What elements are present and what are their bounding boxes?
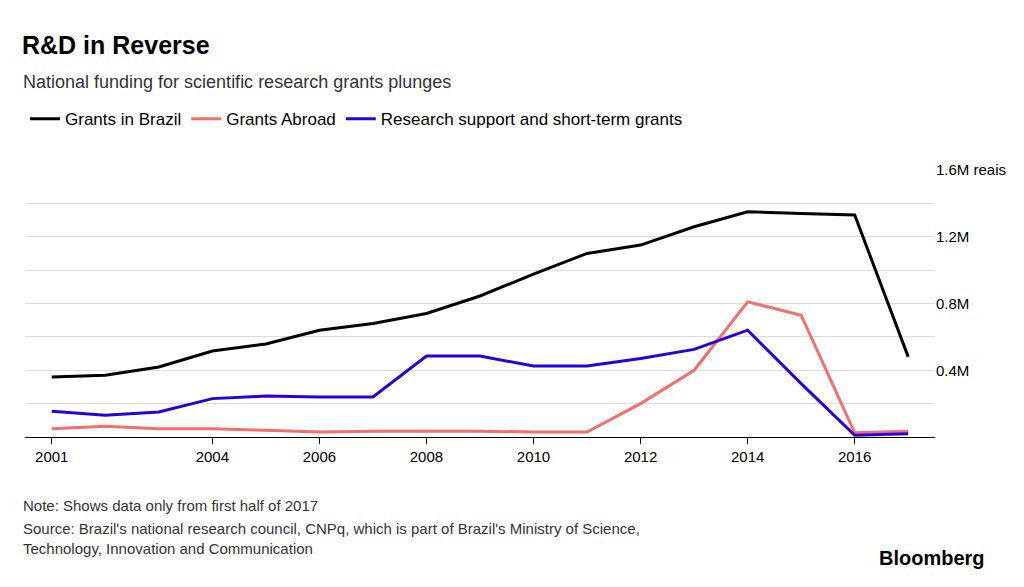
svg-text:Research support and short-ter: Research support and short-term grants <box>381 110 682 129</box>
svg-text:2004: 2004 <box>196 448 229 465</box>
svg-text:2010: 2010 <box>517 448 550 465</box>
svg-text:0.4M: 0.4M <box>936 362 969 379</box>
svg-text:Bloomberg: Bloomberg <box>879 547 985 569</box>
svg-text:National funding for scientifi: National funding for scientific research… <box>23 72 451 92</box>
svg-text:2006: 2006 <box>303 448 336 465</box>
svg-text:2014: 2014 <box>731 448 764 465</box>
svg-text:Note: Shows data only from fir: Note: Shows data only from first half of… <box>23 497 318 514</box>
svg-text:Grants in Brazil: Grants in Brazil <box>65 110 181 129</box>
svg-text:2008: 2008 <box>410 448 443 465</box>
svg-text:2016: 2016 <box>838 448 871 465</box>
svg-text:R&D in Reverse: R&D in Reverse <box>22 31 210 59</box>
svg-text:0.8M: 0.8M <box>936 295 969 312</box>
svg-text:2012: 2012 <box>624 448 657 465</box>
svg-text:2001: 2001 <box>35 448 68 465</box>
svg-text:1.2M: 1.2M <box>936 228 969 245</box>
svg-text:1.6M reais: 1.6M reais <box>936 161 1006 178</box>
svg-text:Source: Brazil's national rese: Source: Brazil's national research counc… <box>23 520 640 557</box>
svg-text:Grants Abroad: Grants Abroad <box>226 110 336 129</box>
